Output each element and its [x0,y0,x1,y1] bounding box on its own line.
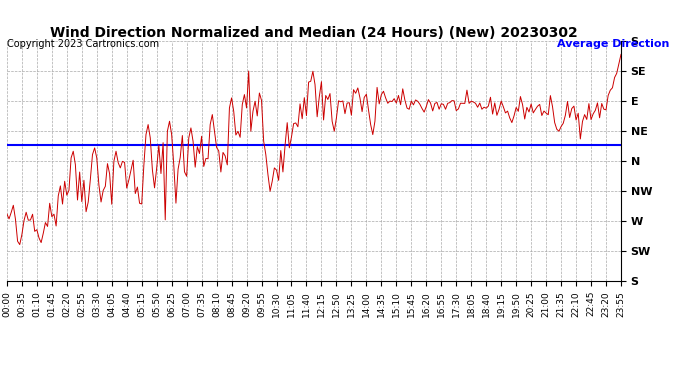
Text: Copyright 2023 Cartronics.com: Copyright 2023 Cartronics.com [7,39,159,50]
Text: Average Direction: Average Direction [557,39,669,50]
Title: Wind Direction Normalized and Median (24 Hours) (New) 20230302: Wind Direction Normalized and Median (24… [50,26,578,40]
